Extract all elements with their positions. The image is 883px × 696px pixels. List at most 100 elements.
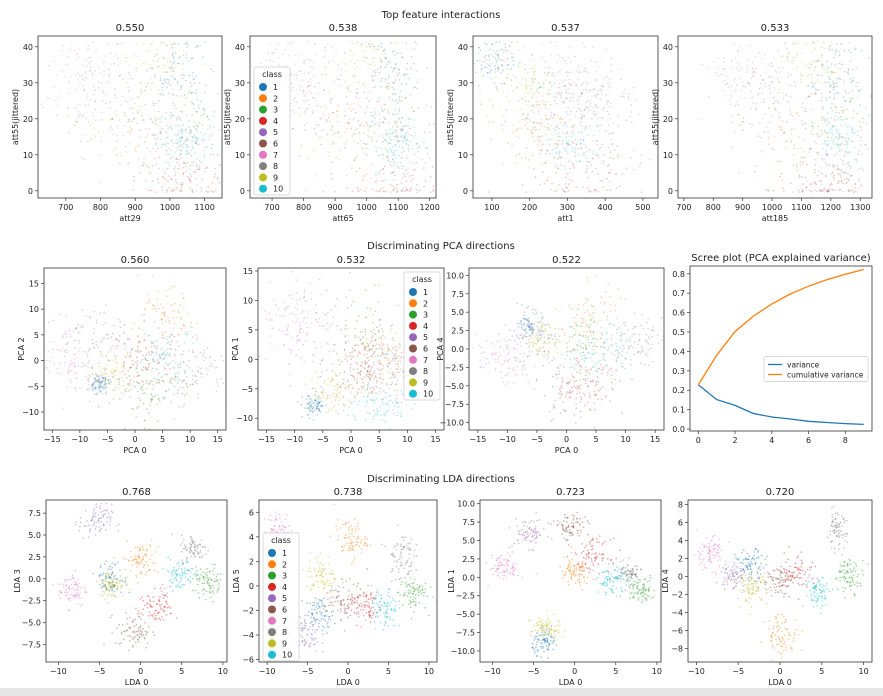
point-class-6 xyxy=(574,155,577,157)
point-class-8 xyxy=(371,366,374,368)
point-class-2 xyxy=(111,118,114,121)
point-class-9 xyxy=(118,377,121,380)
point-class-7 xyxy=(53,60,55,63)
point-class-8 xyxy=(181,129,184,132)
point-class-8 xyxy=(865,106,867,109)
point-class-7 xyxy=(591,46,594,48)
point-class-6 xyxy=(346,360,349,363)
point-class-4 xyxy=(158,372,160,375)
point-class-2 xyxy=(169,288,171,290)
point-class-10 xyxy=(401,117,404,119)
point-class-2 xyxy=(335,156,338,159)
point-class-3 xyxy=(141,392,144,395)
point-class-5 xyxy=(114,94,116,96)
point-class-5 xyxy=(584,126,587,128)
point-class-9 xyxy=(331,378,334,381)
point-class-5 xyxy=(331,124,333,127)
point-class-6 xyxy=(567,106,569,109)
point-class-3 xyxy=(203,155,206,157)
point-class-9 xyxy=(821,64,824,66)
point-class-9 xyxy=(518,66,520,68)
point-class-3 xyxy=(537,92,540,94)
point-class-3 xyxy=(198,81,201,84)
point-class-2 xyxy=(558,118,561,120)
point-class-6 xyxy=(734,104,736,107)
point-class-10 xyxy=(577,140,579,142)
point-class-9 xyxy=(530,84,533,86)
point-class-5 xyxy=(734,90,737,93)
point-class-10 xyxy=(167,161,169,163)
plot-marks xyxy=(259,41,437,193)
point-class-3 xyxy=(216,153,219,156)
point-class-9 xyxy=(817,79,819,81)
point-class-2 xyxy=(360,377,363,380)
point-class-3 xyxy=(353,376,356,379)
point-class-6 xyxy=(342,378,345,381)
point-class-8 xyxy=(197,370,199,372)
point-class-3 xyxy=(173,418,175,421)
point-class-8 xyxy=(178,129,180,132)
point-class-9 xyxy=(321,393,324,396)
point-class-5 xyxy=(761,78,764,81)
point-class-2 xyxy=(87,121,89,123)
point-class-7 xyxy=(265,59,268,61)
point-class-7 xyxy=(521,78,524,80)
point-class-4 xyxy=(364,362,367,365)
point-class-10 xyxy=(394,143,397,146)
point-class-6 xyxy=(357,81,360,84)
point-class-1 xyxy=(495,41,498,43)
point-class-1 xyxy=(480,64,483,66)
point-class-7 xyxy=(294,63,297,65)
point-class-4 xyxy=(376,379,378,382)
point-class-4 xyxy=(542,171,544,174)
legend-marker-class-2 xyxy=(409,299,417,308)
point-class-10 xyxy=(557,144,559,146)
point-class-3 xyxy=(208,118,210,121)
point-class-3 xyxy=(532,126,534,129)
point-class-9 xyxy=(340,61,343,64)
point-class-4 xyxy=(390,383,392,386)
point-class-4 xyxy=(372,386,374,389)
point-class-7 xyxy=(61,337,63,339)
point-class-5 xyxy=(84,104,87,107)
point-class-7 xyxy=(580,71,582,74)
point-class-7 xyxy=(289,313,291,315)
point-class-1 xyxy=(829,90,831,93)
point-class-6 xyxy=(371,355,374,358)
point-class-2 xyxy=(369,355,372,357)
point-class-8 xyxy=(627,96,630,98)
point-class-4 xyxy=(590,164,593,166)
point-class-3 xyxy=(834,106,837,109)
point-class-7 xyxy=(730,103,732,105)
point-class-4 xyxy=(841,182,844,184)
point-class-3 xyxy=(182,124,184,126)
point-class-1 xyxy=(378,97,381,99)
point-class-9 xyxy=(115,379,118,381)
y-tick-label: 30 xyxy=(458,79,468,88)
point-class-10 xyxy=(156,378,159,381)
point-class-5 xyxy=(93,310,95,313)
point-class-8 xyxy=(172,360,174,362)
point-class-1 xyxy=(167,82,170,85)
point-class-4 xyxy=(595,167,597,170)
point-class-2 xyxy=(336,110,338,112)
point-class-7 xyxy=(303,59,305,62)
point-class-8 xyxy=(595,96,597,99)
point-class-2 xyxy=(742,121,745,123)
point-class-7 xyxy=(103,75,105,78)
point-class-10 xyxy=(150,346,153,348)
point-class-6 xyxy=(630,104,632,106)
point-class-5 xyxy=(81,115,84,117)
point-class-9 xyxy=(364,376,367,379)
y-tick-label: 40 xyxy=(663,43,673,52)
point-class-6 xyxy=(409,127,411,130)
point-class-6 xyxy=(747,83,749,85)
point-class-4 xyxy=(157,327,160,329)
point-class-10 xyxy=(154,143,157,146)
point-class-7 xyxy=(108,75,110,77)
point-class-6 xyxy=(611,132,613,134)
point-class-1 xyxy=(817,60,819,62)
point-class-2 xyxy=(134,147,137,150)
point-class-3 xyxy=(396,188,398,191)
